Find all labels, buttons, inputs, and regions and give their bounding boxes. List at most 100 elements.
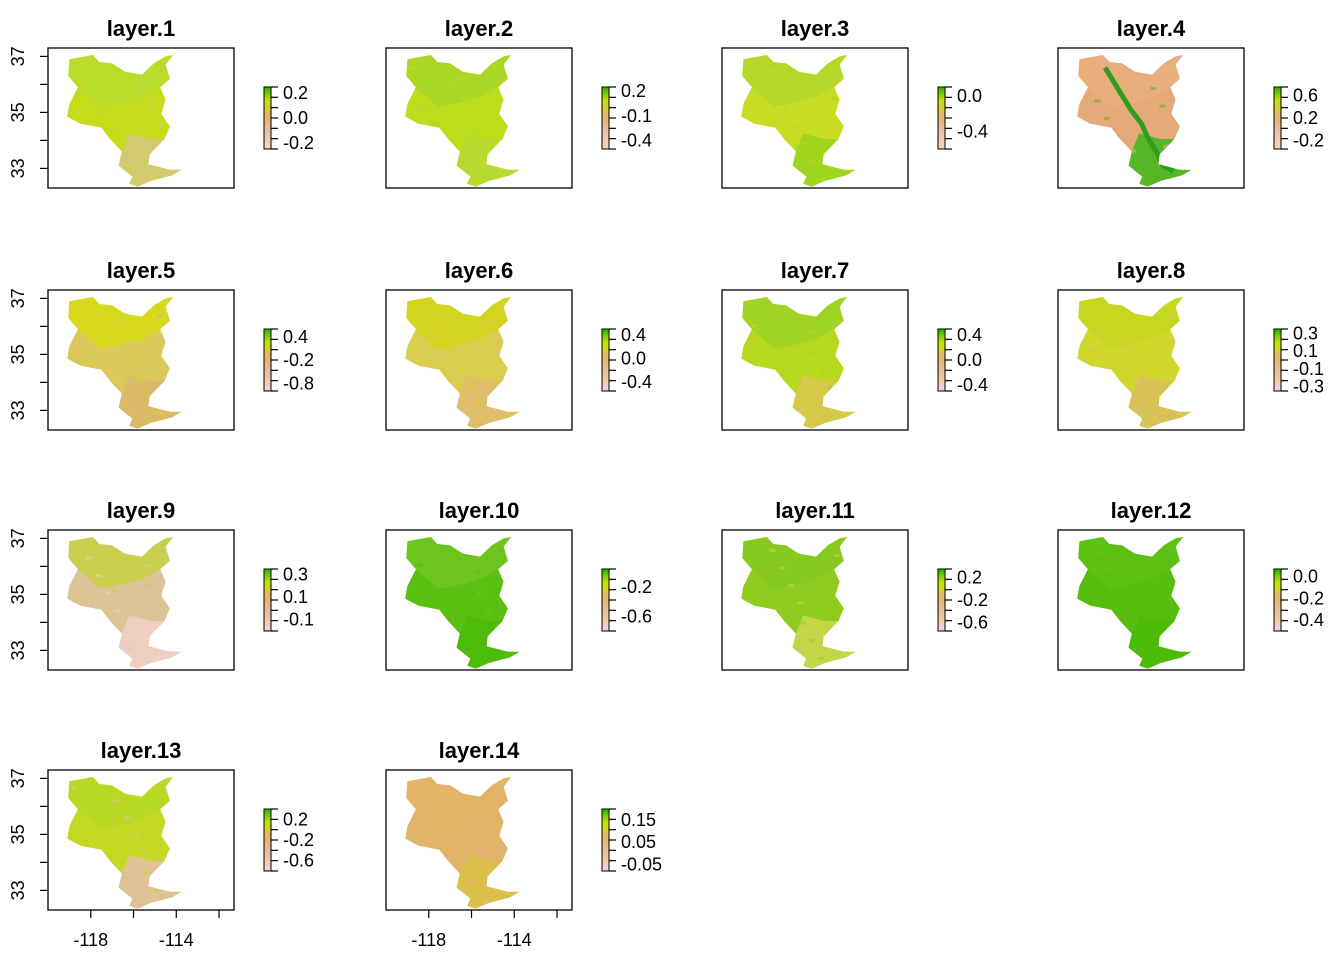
- texture-speck: [1176, 619, 1183, 623]
- legend-label: 0.6: [1293, 85, 1318, 105]
- south-zone: [1128, 375, 1192, 429]
- legend-bar-segment: [938, 125, 945, 129]
- legend-bar-segment: [938, 92, 945, 96]
- legend-colorbar: 0.2 0.0 -0.2: [263, 83, 314, 153]
- legend-bar-segment: [1274, 587, 1281, 591]
- legend-bar-segment: [264, 133, 271, 137]
- texture-speck: [1170, 334, 1177, 337]
- texture-speck: [758, 629, 765, 633]
- y-tick-label: 33: [8, 158, 28, 178]
- legend-bar-segment: [264, 600, 271, 603]
- legend-bar-segment: [264, 607, 271, 611]
- texture-speck: [114, 799, 121, 802]
- texture-speck: [502, 814, 509, 817]
- texture-speck: [752, 152, 759, 156]
- texture-speck: [481, 152, 488, 156]
- texture-speck: [450, 177, 457, 181]
- legend-bar-segment: [264, 814, 271, 818]
- texture-speck: [151, 869, 158, 873]
- panel-title: layer.14: [439, 738, 521, 763]
- texture-speck: [494, 816, 501, 820]
- legend-bar-segment: [1274, 620, 1281, 624]
- texture-speck: [455, 654, 462, 658]
- texture-speck: [474, 571, 481, 575]
- legend-label: -0.6: [957, 613, 988, 633]
- north-zone: [742, 55, 848, 107]
- texture-speck: [777, 546, 784, 550]
- texture-speck: [106, 611, 113, 615]
- legend-bar-segment: [938, 97, 945, 101]
- legend-bar-segment: [602, 623, 609, 627]
- texture-speck: [140, 107, 147, 110]
- legend-bar-segment: [938, 344, 945, 348]
- legend-bar-segment: [264, 845, 271, 849]
- legend-bar-segment: [264, 860, 271, 864]
- south-zone: [118, 855, 182, 909]
- panel-frame: [721, 289, 909, 431]
- texture-speck: [1140, 69, 1147, 73]
- legend-bar-segment: [1274, 581, 1281, 585]
- texture-speck: [840, 114, 847, 118]
- legend-bar-segment: [264, 821, 271, 825]
- legend-colorbar: 0.4 -0.2 -0.8: [263, 327, 314, 393]
- legend-label: -0.1: [283, 610, 314, 630]
- legend-bar-segment: [938, 334, 945, 338]
- legend-bar-segment: [602, 809, 609, 812]
- texture-speck: [437, 809, 444, 812]
- legend-bar-segment: [602, 602, 609, 606]
- texture-speck: [801, 334, 808, 337]
- texture-speck: [790, 414, 797, 418]
- texture-speck: [142, 661, 148, 665]
- panel-frame: [721, 47, 909, 189]
- legend-bar-segment: [1274, 133, 1281, 137]
- legend-bar-segment: [602, 612, 609, 616]
- texture-speck: [472, 134, 479, 138]
- texture-speck: [114, 419, 121, 423]
- legend-bar-segment: [938, 130, 945, 134]
- texture-speck: [117, 149, 124, 153]
- texture-speck: [1083, 179, 1090, 183]
- north-zone: [742, 537, 848, 589]
- texture-speck: [158, 142, 165, 146]
- legend-bar-segment: [1274, 136, 1281, 140]
- texture-speck: [751, 132, 758, 136]
- texture-speck: [90, 97, 97, 100]
- legend-bar-segment: [602, 349, 609, 353]
- legend-bar-segment: [938, 133, 945, 137]
- legend-bar-segment: [264, 125, 271, 129]
- texture-speck: [832, 117, 839, 120]
- texture-speck: [110, 152, 117, 156]
- texture-speck: [101, 859, 108, 863]
- legend-bar-segment: [602, 99, 609, 103]
- legend-bar-segment: [1274, 597, 1281, 601]
- legend-bar-segment: [264, 832, 271, 836]
- legend-bar-segment: [264, 592, 271, 596]
- legend-bar-segment: [938, 584, 945, 588]
- legend-label: 0.0: [283, 108, 308, 128]
- legend-bar-segment: [602, 569, 609, 572]
- legend-label: 0.4: [621, 325, 646, 345]
- legend-bar-segment: [1274, 87, 1281, 90]
- texture-speck: [1100, 386, 1107, 390]
- legend-bar-segment: [264, 625, 271, 629]
- texture-speck: [93, 861, 100, 865]
- texture-speck: [1120, 324, 1127, 327]
- legend-bar-segment: [602, 858, 609, 862]
- texture-speck: [799, 314, 806, 317]
- legend-bar-segment: [938, 600, 945, 603]
- north-zone: [406, 537, 512, 589]
- legend-bar-segment: [602, 372, 609, 376]
- panel-frame: [721, 529, 909, 671]
- texture-speck: [767, 339, 774, 342]
- legend-bar-segment: [602, 341, 609, 345]
- legend-bar-segment: [602, 847, 609, 851]
- texture-speck: [468, 94, 475, 98]
- texture-speck: [1116, 591, 1123, 595]
- texture-speck: [797, 411, 804, 415]
- legend-bar-segment: [264, 118, 271, 121]
- texture-speck: [136, 67, 143, 70]
- texture-speck: [829, 386, 835, 390]
- legend-bar-segment: [1274, 339, 1281, 343]
- map-panel: layer.7 0.4 0.0 -0.4: [721, 258, 988, 431]
- legend-bar-segment: [938, 571, 945, 575]
